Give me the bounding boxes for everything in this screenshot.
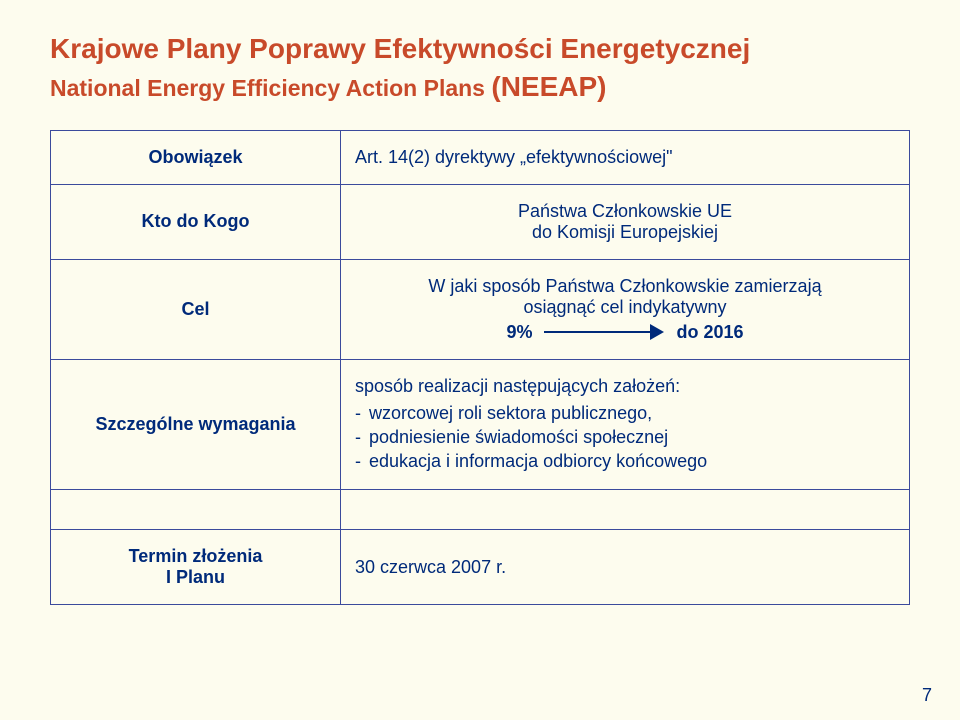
szcz-b1: wzorcowej roli sektora publicznego, xyxy=(355,401,895,425)
kto-line-2: do Komisji Europejskiej xyxy=(355,222,895,243)
szcz-intro: sposób realizacji następujących założeń: xyxy=(355,376,895,397)
value-kto: Państwa Członkowskie UE do Komisji Europ… xyxy=(341,184,910,259)
cel-line-2: osiągnąć cel indykatywny xyxy=(355,297,895,318)
label-kto: Kto do Kogo xyxy=(51,184,341,259)
title-acronym: (NEEAP) xyxy=(491,71,606,102)
slide-title: Krajowe Plany Poprawy Efektywności Energ… xyxy=(50,30,910,106)
arrow-right-icon xyxy=(544,324,664,340)
blank-left xyxy=(51,490,341,530)
value-termin: 30 czerwca 2007 r. xyxy=(341,530,910,605)
row-cel: Cel W jaki sposób Państwa Członkowskie z… xyxy=(51,259,910,359)
cel-left: 9% xyxy=(506,322,532,343)
row-obowiazek: Obowiązek Art. 14(2) dyrektywy „efektywn… xyxy=(51,130,910,184)
page-number: 7 xyxy=(922,685,932,706)
cel-right: do 2016 xyxy=(676,322,743,343)
label-obowiazek: Obowiązek xyxy=(51,130,341,184)
slide: Krajowe Plany Poprawy Efektywności Energ… xyxy=(0,0,960,720)
value-obowiazek: Art. 14(2) dyrektywy „efektywnościowej" xyxy=(341,130,910,184)
row-termin: Termin złożenia I Planu 30 czerwca 2007 … xyxy=(51,530,910,605)
title-line-1: Krajowe Plany Poprawy Efektywności Energ… xyxy=(50,30,910,68)
info-table: Obowiązek Art. 14(2) dyrektywy „efektywn… xyxy=(50,130,910,606)
row-szczegolne: Szczególne wymagania sposób realizacji n… xyxy=(51,359,910,490)
szcz-bullets: wzorcowej roli sektora publicznego, podn… xyxy=(355,401,895,474)
blank-right xyxy=(341,490,910,530)
cel-line-1: W jaki sposób Państwa Członkowskie zamie… xyxy=(355,276,895,297)
title-line-2: National Energy Efficiency Action Plans … xyxy=(50,68,910,106)
szcz-b3: edukacja i informacja odbiorcy końcowego xyxy=(355,449,895,473)
szcz-b2: podniesienie świadomości społecznej xyxy=(355,425,895,449)
termin-l1: Termin złożenia xyxy=(65,546,326,567)
cel-arrow-row: 9% do 2016 xyxy=(355,322,895,343)
label-termin: Termin złożenia I Planu xyxy=(51,530,341,605)
kto-line-1: Państwa Członkowskie UE xyxy=(355,201,895,222)
row-kto: Kto do Kogo Państwa Członkowskie UE do K… xyxy=(51,184,910,259)
label-cel: Cel xyxy=(51,259,341,359)
row-blank xyxy=(51,490,910,530)
label-szczegolne: Szczególne wymagania xyxy=(51,359,341,490)
termin-l2: I Planu xyxy=(65,567,326,588)
value-szczegolne: sposób realizacji następujących założeń:… xyxy=(341,359,910,490)
value-cel: W jaki sposób Państwa Członkowskie zamie… xyxy=(341,259,910,359)
title-subtitle: National Energy Efficiency Action Plans xyxy=(50,75,491,101)
